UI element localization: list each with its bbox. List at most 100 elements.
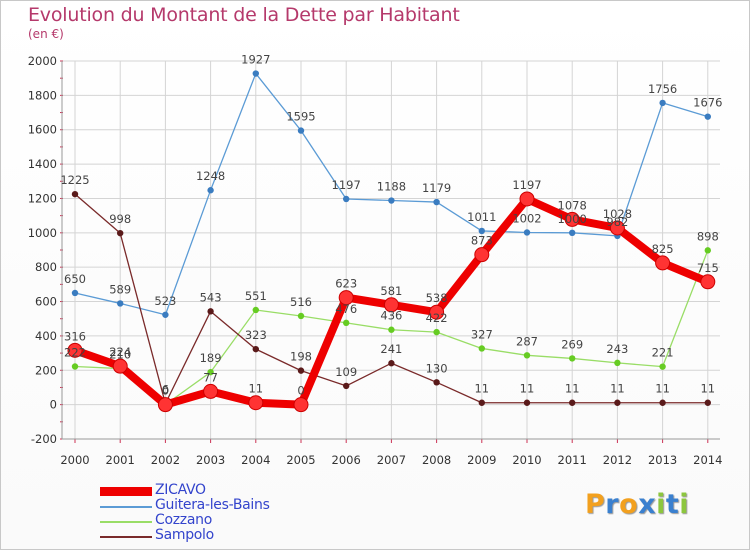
data-point: [343, 319, 350, 327]
data-point: [523, 399, 531, 406]
data-point: [252, 70, 259, 77]
y-tick-label: 800: [35, 260, 57, 274]
y-tick-label: 2000: [28, 54, 57, 68]
data-point: [207, 308, 214, 315]
data-label: 1002: [512, 211, 541, 225]
data-point: [433, 379, 440, 386]
legend-label-sampolo: Sampolo: [155, 527, 214, 543]
data-point: [162, 311, 169, 318]
x-tick-label: 2003: [196, 453, 225, 467]
x-tick-label: 2002: [151, 453, 180, 467]
data-point: [343, 382, 350, 390]
data-label: 1188: [377, 180, 406, 194]
data-label: 982: [606, 215, 628, 229]
data-point: [659, 363, 666, 370]
data-label: 538: [426, 291, 448, 305]
data-label: 1595: [286, 110, 315, 124]
data-point: [564, 211, 580, 227]
data-point: [569, 355, 576, 362]
x-tick-label: 2014: [693, 453, 722, 467]
data-label: 422: [426, 311, 448, 325]
x-tick-label: 2008: [422, 453, 451, 467]
x-tick-label: 2007: [377, 453, 406, 467]
data-label: 650: [64, 272, 86, 286]
data-point: [523, 352, 531, 359]
data-point: [704, 113, 711, 120]
data-label: 323: [245, 328, 267, 342]
x-tick-label: 2001: [106, 453, 135, 467]
data-point: [388, 360, 395, 367]
data-point: [112, 358, 128, 374]
data-point: [519, 191, 535, 207]
data-label: 623: [335, 277, 357, 291]
data-label: 1028: [603, 207, 632, 221]
y-tick-label: 0: [50, 398, 57, 412]
data-point: [433, 328, 440, 336]
data-label: 11: [474, 382, 489, 396]
legend-label-cozzano: Cozzano: [155, 512, 212, 528]
data-point: [609, 220, 625, 236]
data-label: 6: [162, 383, 169, 397]
data-label: 589: [109, 282, 131, 296]
x-tick-label: 2000: [60, 453, 89, 467]
data-label: 998: [109, 212, 131, 226]
legend-label-guitera: Guitera-les-Bains: [155, 497, 270, 513]
data-point: [338, 290, 354, 306]
x-tick-label: 2006: [332, 453, 361, 467]
y-tick-label: 1800: [28, 88, 57, 102]
data-label: 873: [471, 234, 493, 248]
data-point: [429, 304, 445, 320]
data-point: [569, 399, 576, 406]
x-tick-label: 2004: [241, 453, 270, 467]
data-label: 715: [697, 261, 719, 275]
data-point: [614, 399, 621, 406]
y-tick-label: 1000: [28, 226, 57, 240]
data-label: 11: [565, 382, 580, 396]
data-point: [704, 399, 711, 406]
data-point: [117, 229, 124, 237]
data-label: 1000: [558, 212, 587, 226]
data-label: 1078: [558, 198, 587, 212]
data-label: 825: [652, 242, 674, 256]
data-point: [474, 247, 490, 263]
legend-label-zicavo: ZICAVO: [155, 482, 206, 498]
y-tick-label: 600: [35, 295, 57, 309]
data-label: 11: [248, 382, 263, 396]
data-point: [252, 306, 259, 314]
data-label: 224: [109, 345, 131, 359]
data-point: [659, 99, 666, 107]
data-point: [203, 383, 219, 399]
data-label: 109: [335, 365, 357, 379]
y-tick-label: 400: [35, 329, 57, 343]
data-label: 0: [162, 384, 169, 398]
data-label: 516: [290, 295, 312, 309]
data-label: 1197: [332, 178, 361, 192]
x-tick-label: 2012: [603, 453, 632, 467]
data-label: 523: [154, 294, 176, 308]
data-label: 1197: [512, 178, 541, 192]
data-label: 269: [561, 337, 583, 351]
data-label: 287: [516, 334, 538, 348]
proxiti-logo: Proxiti: [585, 489, 690, 520]
data-point: [478, 345, 485, 352]
data-point: [297, 312, 305, 320]
data-point: [569, 229, 576, 237]
x-tick-label: 2009: [467, 453, 496, 467]
data-label: 327: [471, 327, 493, 341]
data-point: [614, 359, 621, 367]
data-label: 11: [655, 382, 670, 396]
data-point: [383, 297, 399, 313]
data-label: 1756: [648, 82, 677, 96]
data-label: 1225: [60, 173, 89, 187]
y-tick-label: 200: [35, 363, 57, 377]
data-point: [523, 229, 531, 236]
chart-title: Evolution du Montant de la Dette par Hab…: [28, 4, 460, 26]
data-label: 1927: [241, 53, 270, 67]
data-label: 581: [380, 284, 402, 298]
data-label: 198: [290, 350, 312, 364]
data-point: [478, 399, 485, 406]
data-point: [297, 367, 305, 374]
data-point: [207, 187, 214, 194]
data-point: [67, 342, 83, 358]
